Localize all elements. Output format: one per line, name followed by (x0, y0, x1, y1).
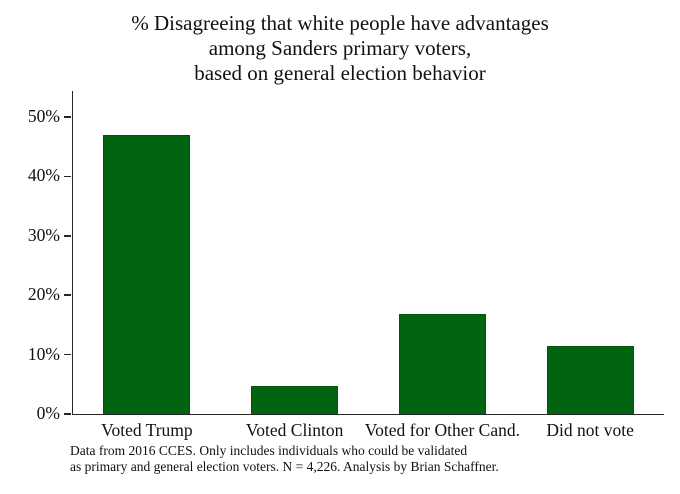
y-tick (64, 353, 71, 356)
y-tick-label: 40% (27, 165, 60, 186)
y-tick (64, 294, 71, 296)
chart-title: % Disagreeing that white people have adv… (131, 11, 549, 85)
y-tick (64, 175, 71, 178)
x-tick-label-voted-for-other-cand: Voted for Other Cand. (364, 420, 520, 440)
y-tick-label: 50% (27, 106, 60, 127)
plot-area: 0% 10% 20% 30% 40% 50% Voted Trump Voted Clinto… (28, 91, 664, 440)
bar-voted-clinton (251, 385, 339, 414)
y-tick (64, 413, 71, 415)
y-tick-label: 0% (36, 403, 60, 424)
bar-did-not-vote (546, 345, 634, 414)
y-tick-label: 10% (27, 343, 60, 364)
bar-voted-for-other-cand (398, 314, 486, 414)
x-tick-label-did-not-vote: Did not vote (546, 420, 634, 440)
x-tick-label-voted-clinton: Voted Clinton (245, 420, 344, 440)
bar-voted-trump (103, 134, 191, 414)
y-tick (64, 235, 71, 237)
chart-footnote: Data from 2016 CCES. Only includes indiv… (70, 443, 499, 474)
y-tick-label: 20% (27, 284, 60, 305)
y-tick (64, 116, 71, 118)
x-tick-label-voted-trump: Voted Trump (101, 420, 193, 440)
y-tick-label: 30% (27, 224, 60, 245)
